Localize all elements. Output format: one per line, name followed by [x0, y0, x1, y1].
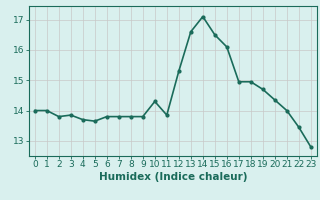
X-axis label: Humidex (Indice chaleur): Humidex (Indice chaleur)	[99, 172, 247, 182]
